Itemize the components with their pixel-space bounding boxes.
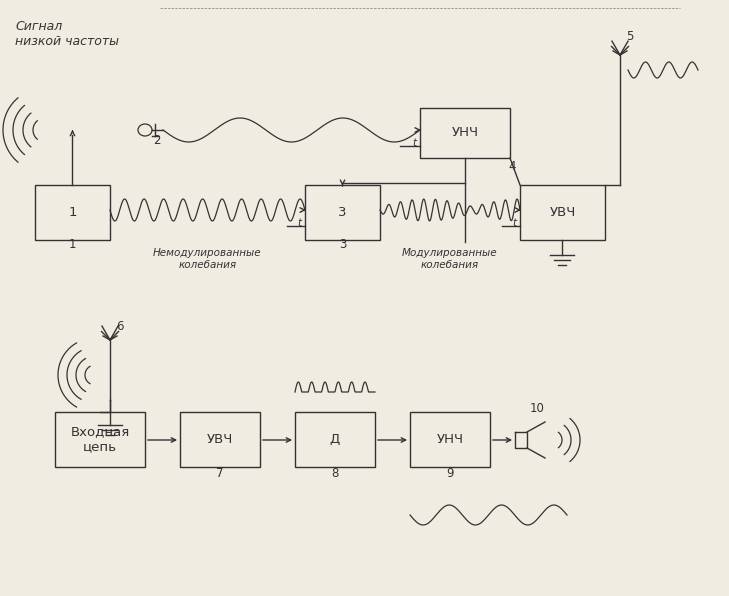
Text: Сигнал
низкой частоты: Сигнал низкой частоты xyxy=(15,20,119,48)
Bar xyxy=(420,108,510,158)
Text: 4: 4 xyxy=(508,160,515,173)
Bar xyxy=(410,412,490,467)
Text: Д: Д xyxy=(330,433,340,446)
Text: Модулированные
колебания: Модулированные колебания xyxy=(402,248,498,269)
Text: Входная
цепь: Входная цепь xyxy=(71,426,130,454)
Text: 2: 2 xyxy=(153,134,161,147)
Text: 6: 6 xyxy=(116,320,123,333)
Text: t: t xyxy=(512,218,516,228)
Text: 10: 10 xyxy=(529,402,545,415)
Text: t: t xyxy=(412,138,416,148)
Bar xyxy=(35,185,110,240)
Text: УВЧ: УВЧ xyxy=(550,206,576,219)
Text: УВЧ: УВЧ xyxy=(207,433,233,446)
Text: 9: 9 xyxy=(446,467,453,480)
Text: 3: 3 xyxy=(339,238,346,251)
Text: 1: 1 xyxy=(69,238,77,251)
Text: 8: 8 xyxy=(331,467,339,480)
Bar xyxy=(520,185,605,240)
Text: 5: 5 xyxy=(626,30,634,43)
Bar xyxy=(55,412,145,467)
Bar xyxy=(180,412,260,467)
Text: Немодулированные
колебания: Немодулированные колебания xyxy=(153,248,262,269)
Text: 7: 7 xyxy=(217,467,224,480)
Text: 1: 1 xyxy=(69,206,77,219)
Text: УНЧ: УНЧ xyxy=(451,126,478,139)
Ellipse shape xyxy=(138,124,152,136)
Text: УНЧ: УНЧ xyxy=(437,433,464,446)
Bar xyxy=(295,412,375,467)
Text: 3: 3 xyxy=(338,206,347,219)
Text: t: t xyxy=(297,218,301,228)
Bar xyxy=(305,185,380,240)
